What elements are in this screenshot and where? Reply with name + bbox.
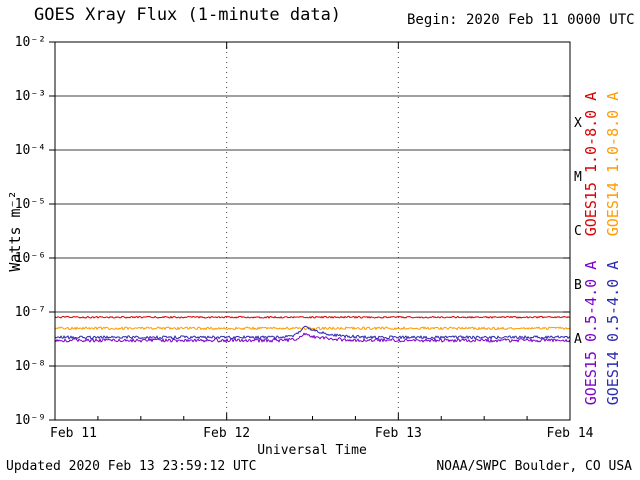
svg-text:M: M: [574, 170, 582, 185]
begin-time-label: Begin: 2020 Feb 11 0000 UTC: [407, 12, 635, 28]
credit-label: NOAA/SWPC Boulder, CO USA: [436, 459, 632, 474]
svg-text:X: X: [574, 116, 582, 131]
svg-text:10⁻³: 10⁻³: [15, 89, 46, 104]
x-axis-label: Universal Time: [257, 443, 367, 458]
decade-lines: [55, 95, 570, 367]
trace-3: [54, 332, 571, 343]
legend-goes14-long: GOES14 1.0-8.0 A: [604, 91, 622, 237]
svg-text:A: A: [574, 332, 582, 347]
legend-goes15-long: GOES15 1.0-8.0 A: [582, 91, 600, 237]
svg-text:10⁻⁷: 10⁻⁷: [15, 305, 46, 320]
svg-text:Feb 13: Feb 13: [375, 426, 422, 441]
trace-1: [54, 326, 571, 331]
svg-text:Feb 11: Feb 11: [50, 426, 97, 441]
data-traces: [54, 315, 571, 343]
svg-text:10⁻⁹: 10⁻⁹: [15, 413, 46, 428]
legend-goes15-short: GOES15 0.5-4.0 A: [582, 260, 600, 406]
tick-labels: 10⁻² 10⁻³ 10⁻⁴ 10⁻⁵ 10⁻⁶ 10⁻⁷ 10⁻⁸ 10⁻⁹ Feb 11 Fe…: [15, 35, 594, 441]
trace-2: [54, 325, 571, 340]
y-axis-label: Watts m⁻²: [6, 190, 24, 272]
plot-border: [54, 41, 571, 421]
svg-text:10⁻⁵: 10⁻⁵: [15, 197, 46, 212]
svg-text:C: C: [574, 224, 582, 239]
svg-text:10⁻⁶: 10⁻⁶: [15, 251, 46, 266]
axis-ticks: [49, 41, 571, 421]
updated-timestamp: Updated 2020 Feb 13 23:59:12 UTC: [6, 459, 257, 474]
trace-0: [54, 315, 571, 319]
svg-text:10⁻⁴: 10⁻⁴: [15, 143, 46, 158]
svg-text:B: B: [574, 278, 582, 293]
page-title: GOES Xray Flux (1-minute data): [34, 5, 342, 25]
flare-class-labels: X M C B A: [574, 116, 582, 347]
svg-text:Feb 14: Feb 14: [547, 426, 594, 441]
svg-text:Feb 12: Feb 12: [203, 426, 250, 441]
svg-text:10⁻²: 10⁻²: [15, 35, 46, 50]
gridlines: [226, 42, 399, 420]
legend-goes14-short: GOES14 0.5-4.0 A: [604, 260, 622, 406]
svg-text:10⁻⁸: 10⁻⁸: [15, 359, 46, 374]
